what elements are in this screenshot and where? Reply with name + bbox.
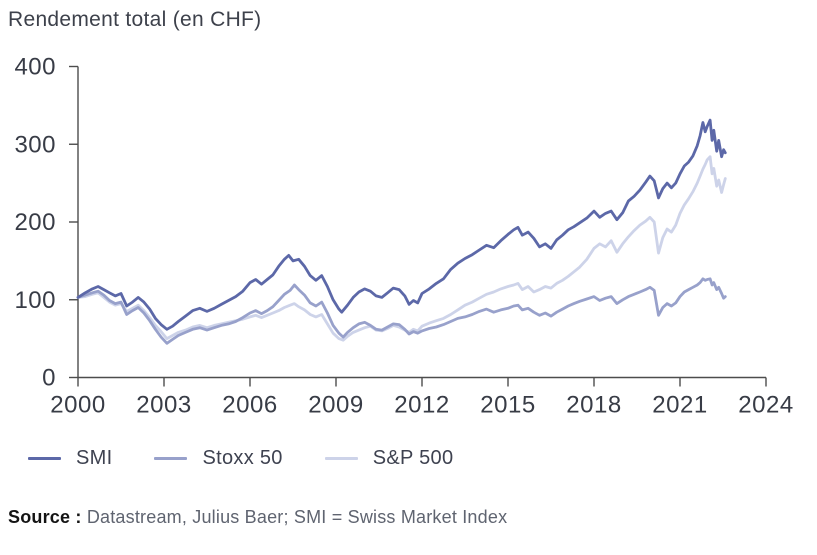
source-label: Source : bbox=[8, 507, 82, 527]
x-tick-label: 2003 bbox=[136, 392, 191, 419]
source-text: Datastream, Julius Baer; SMI = Swiss Mar… bbox=[81, 507, 508, 527]
source-line: Source : Datastream, Julius Baer; SMI = … bbox=[8, 507, 507, 528]
legend-label-smi: SMI bbox=[76, 446, 113, 469]
sp500-line-swatch bbox=[324, 456, 358, 460]
y-tick-label: 300 bbox=[14, 131, 56, 158]
x-tick-label: 2012 bbox=[394, 392, 449, 419]
y-tick-label: 100 bbox=[14, 287, 56, 314]
x-tick-label: 2015 bbox=[480, 392, 535, 419]
y-tick-label: 400 bbox=[14, 54, 56, 81]
smi-line-swatch bbox=[28, 456, 61, 460]
chart-title: Rendement total (en CHF) bbox=[8, 8, 262, 31]
y-tick-label: 200 bbox=[14, 209, 56, 236]
x-tick-label: 2018 bbox=[566, 392, 621, 419]
legend-item-smi: SMI bbox=[28, 447, 112, 470]
x-tick-label: 2021 bbox=[652, 392, 707, 419]
chart-line-sp500 bbox=[76, 155, 727, 342]
legend-item-sp500: S&P 500 bbox=[324, 446, 454, 470]
x-tick-label: 2000 bbox=[50, 392, 105, 419]
legend-item-stoxx50: Stoxx 50 bbox=[154, 447, 282, 470]
chart-legend: SMI Stoxx 50 S&P 500 bbox=[28, 444, 453, 472]
x-tick-label: 2006 bbox=[222, 392, 277, 419]
stoxx50-line-swatch bbox=[154, 456, 188, 460]
chart-line-smi bbox=[76, 118, 727, 331]
x-tick-label: 2009 bbox=[308, 392, 363, 419]
chart-line-stoxx50 bbox=[76, 277, 727, 345]
chart-svg: 0 100 200 300 400 2000 2003 2006 2009 2012 2015 201… bbox=[14, 54, 793, 419]
legend-label-stoxx50: Stoxx 50 bbox=[202, 446, 283, 469]
y-tick-label: 0 bbox=[42, 365, 56, 392]
legend-label-sp500: S&P 500 bbox=[372, 446, 454, 469]
x-tick-label: 2024 bbox=[738, 392, 793, 419]
